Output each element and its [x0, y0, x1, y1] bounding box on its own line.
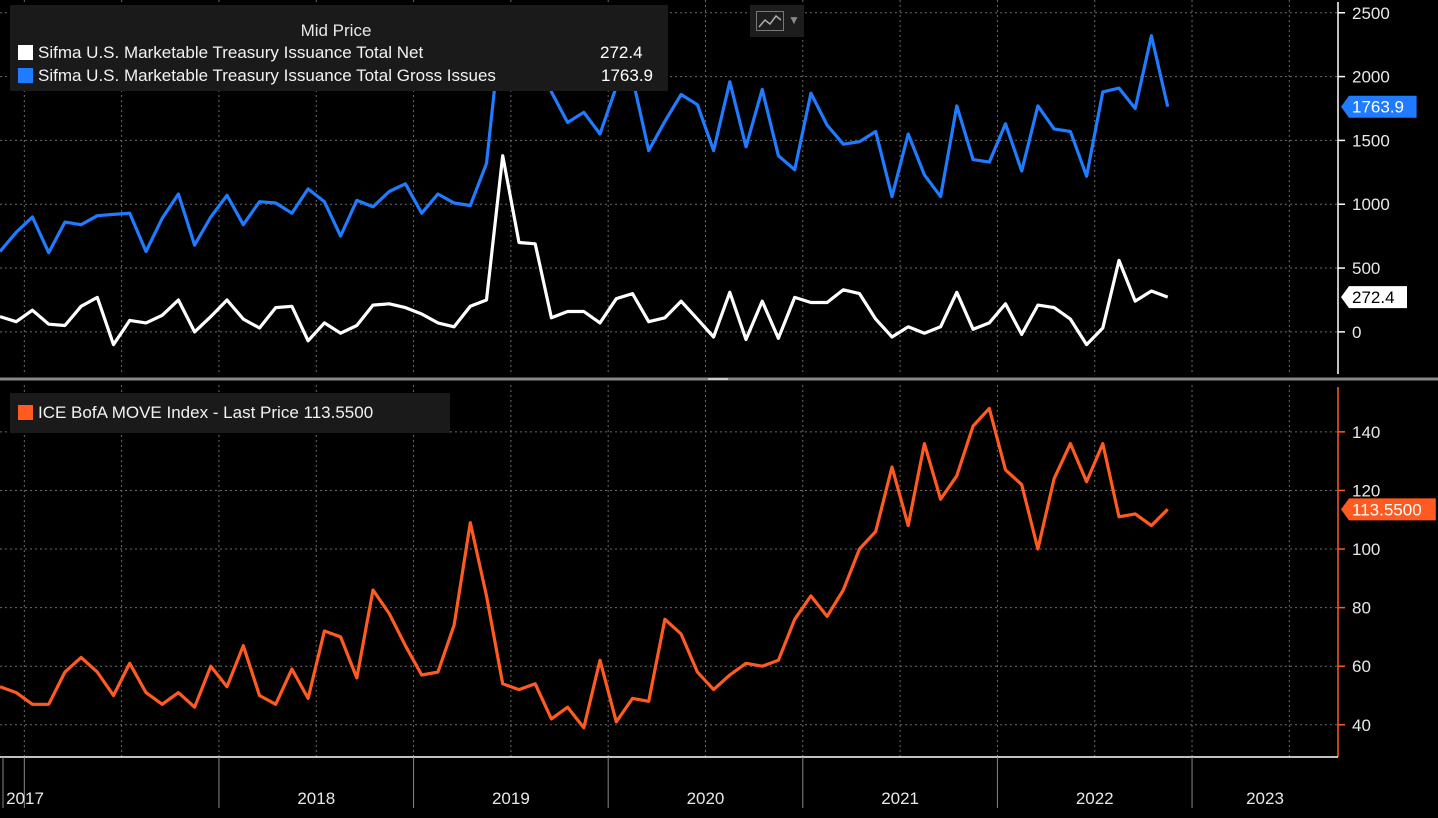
x-tick-label: 2022 [1076, 789, 1114, 808]
legend-swatch-blue [18, 68, 33, 83]
y-tick-label: 80 [1352, 599, 1371, 618]
y-tick-label: 500 [1352, 259, 1380, 278]
series-line [0, 154, 1169, 347]
triangle-down-icon[interactable]: ▼ [788, 13, 800, 27]
last-value-tag-net-bg [1341, 286, 1407, 309]
series-line [0, 406, 1169, 730]
legend-entry-net[interactable]: Sifma U.S. Marketable Treasury Issuance … [18, 41, 423, 64]
y-tick-label: 2500 [1352, 4, 1390, 23]
tick-labels: 0 500 1000 1500 2000 2500 40 60 80 100 120 140 2017 2… [6, 4, 1390, 808]
gridlines [0, 0, 1338, 757]
legend-entry-move[interactable]: ICE BofA MOVE Index - Last Price 113.550… [18, 401, 373, 424]
legend-panel-2: ICE BofA MOVE Index - Last Price 113.550… [10, 393, 450, 433]
y-tick-label: 2000 [1352, 68, 1390, 87]
legend-panel-1: Mid Price Sifma U.S. Marketable Treasury… [10, 5, 668, 91]
x-tick-label: 2019 [492, 789, 530, 808]
series-line [0, 11, 1170, 255]
y-tick-label: 100 [1352, 540, 1380, 559]
legend-label-gross: Sifma U.S. Marketable Treasury Issuance … [38, 66, 496, 85]
y-tick-label: 1500 [1352, 131, 1390, 150]
last-value-tag-gross-bg [1341, 95, 1417, 118]
last-value-tag-net: 272.4 [1352, 288, 1395, 307]
x-tick-label: 2018 [297, 789, 335, 808]
legend-label-move: ICE BofA MOVE Index - Last Price [38, 403, 299, 422]
legend-swatch-white [18, 45, 33, 60]
y-tick-label: 1000 [1352, 195, 1390, 214]
chart-type-selector[interactable]: ▼ [750, 5, 804, 37]
x-tick-label: 2017 [6, 789, 44, 808]
line-chart-glyph [758, 14, 782, 28]
legend-entry-gross[interactable]: Sifma U.S. Marketable Treasury Issuance … [18, 64, 496, 87]
legend-title: Mid Price [300, 21, 372, 40]
legend-value-move: 113.5500 [303, 403, 374, 422]
x-tick-label: 2020 [687, 789, 725, 808]
y-tick-label: 60 [1352, 657, 1371, 676]
legend-value-gross: 1763.9 [601, 66, 653, 85]
legend-label-net: Sifma U.S. Marketable Treasury Issuance … [38, 43, 424, 62]
series-lines [0, 11, 1170, 730]
y-tick-label: 140 [1352, 423, 1380, 442]
last-value-tag-move: 113.5500 [1352, 500, 1422, 519]
line-chart-icon [756, 11, 784, 31]
x-tick-label: 2021 [881, 789, 919, 808]
legend-value-net: 272.4 [600, 43, 643, 62]
y-tick-label: 120 [1352, 481, 1380, 500]
last-value-tags: 1763.9 272.4 113.5500 [1341, 95, 1436, 521]
last-value-tag-gross: 1763.9 [1352, 98, 1404, 117]
last-value-tag-move-bg [1341, 498, 1436, 521]
y-tick-label: 40 [1352, 716, 1371, 735]
y-tick-label: 0 [1352, 323, 1361, 342]
legend-swatch-orange [18, 405, 33, 420]
x-tick-label: 2023 [1246, 789, 1284, 808]
